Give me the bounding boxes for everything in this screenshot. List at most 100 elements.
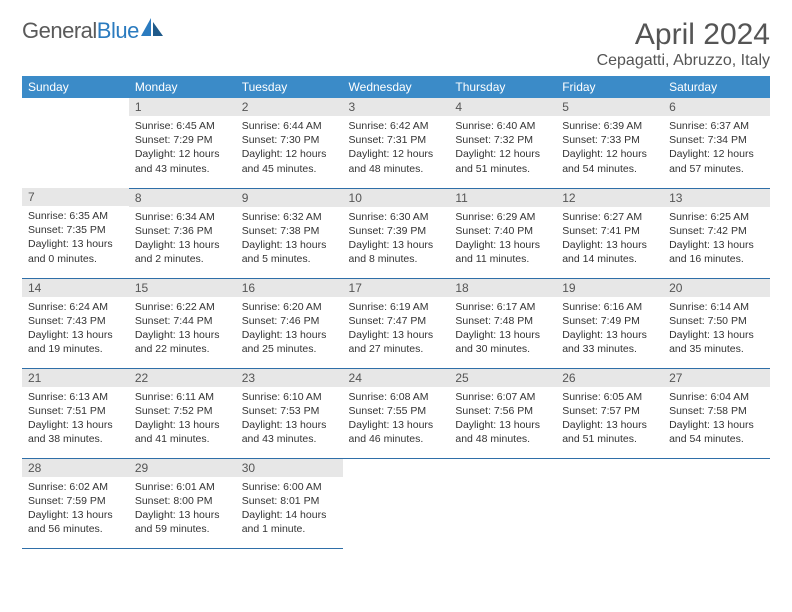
dow-header: Friday (556, 76, 663, 98)
day-number: 21 (22, 369, 129, 387)
day-number: 1 (129, 98, 236, 116)
day-number: 15 (129, 279, 236, 297)
day-details: Sunrise: 6:25 AMSunset: 7:42 PMDaylight:… (663, 207, 770, 271)
day-cell: 25Sunrise: 6:07 AMSunset: 7:56 PMDayligh… (449, 368, 556, 458)
day-number: 17 (343, 279, 450, 297)
day-details: Sunrise: 6:30 AMSunset: 7:39 PMDaylight:… (343, 207, 450, 271)
day-number: 2 (236, 98, 343, 116)
day-number: 18 (449, 279, 556, 297)
sail-icon (139, 16, 165, 43)
day-cell: 8Sunrise: 6:34 AMSunset: 7:36 PMDaylight… (129, 188, 236, 278)
location: Cepagatti, Abruzzo, Italy (597, 52, 770, 70)
calendar-body: 1Sunrise: 6:45 AMSunset: 7:29 PMDaylight… (22, 98, 770, 548)
day-cell: 16Sunrise: 6:20 AMSunset: 7:46 PMDayligh… (236, 278, 343, 368)
day-cell: 6Sunrise: 6:37 AMSunset: 7:34 PMDaylight… (663, 98, 770, 188)
day-details: Sunrise: 6:08 AMSunset: 7:55 PMDaylight:… (343, 387, 450, 451)
day-cell: 18Sunrise: 6:17 AMSunset: 7:48 PMDayligh… (449, 278, 556, 368)
day-details: Sunrise: 6:02 AMSunset: 7:59 PMDaylight:… (22, 477, 129, 541)
day-number: 25 (449, 369, 556, 387)
day-number: 19 (556, 279, 663, 297)
day-number: 22 (129, 369, 236, 387)
dow-header: Thursday (449, 76, 556, 98)
day-details: Sunrise: 6:32 AMSunset: 7:38 PMDaylight:… (236, 207, 343, 271)
day-cell: 26Sunrise: 6:05 AMSunset: 7:57 PMDayligh… (556, 368, 663, 458)
day-details: Sunrise: 6:01 AMSunset: 8:00 PMDaylight:… (129, 477, 236, 541)
day-details: Sunrise: 6:04 AMSunset: 7:58 PMDaylight:… (663, 387, 770, 451)
day-cell: 21Sunrise: 6:13 AMSunset: 7:51 PMDayligh… (22, 368, 129, 458)
day-details: Sunrise: 6:13 AMSunset: 7:51 PMDaylight:… (22, 387, 129, 451)
day-details: Sunrise: 6:39 AMSunset: 7:33 PMDaylight:… (556, 116, 663, 180)
day-number: 9 (236, 189, 343, 207)
day-cell: 22Sunrise: 6:11 AMSunset: 7:52 PMDayligh… (129, 368, 236, 458)
logo-part2: Blue (97, 18, 139, 43)
day-details: Sunrise: 6:22 AMSunset: 7:44 PMDaylight:… (129, 297, 236, 361)
dow-row: SundayMondayTuesdayWednesdayThursdayFrid… (22, 76, 770, 98)
day-details: Sunrise: 6:00 AMSunset: 8:01 PMDaylight:… (236, 477, 343, 541)
day-number: 7 (22, 188, 129, 206)
day-cell: 20Sunrise: 6:14 AMSunset: 7:50 PMDayligh… (663, 278, 770, 368)
day-number: 4 (449, 98, 556, 116)
day-number: 6 (663, 98, 770, 116)
day-number: 5 (556, 98, 663, 116)
dow-header: Monday (129, 76, 236, 98)
day-cell: 28Sunrise: 6:02 AMSunset: 7:59 PMDayligh… (22, 458, 129, 548)
day-number: 26 (556, 369, 663, 387)
day-details: Sunrise: 6:44 AMSunset: 7:30 PMDaylight:… (236, 116, 343, 180)
day-cell: 11Sunrise: 6:29 AMSunset: 7:40 PMDayligh… (449, 188, 556, 278)
day-cell: 4Sunrise: 6:40 AMSunset: 7:32 PMDaylight… (449, 98, 556, 188)
day-details: Sunrise: 6:27 AMSunset: 7:41 PMDaylight:… (556, 207, 663, 271)
day-cell: 7Sunrise: 6:35 AMSunset: 7:35 PMDaylight… (22, 188, 129, 278)
day-number: 11 (449, 189, 556, 207)
week-row: 7Sunrise: 6:35 AMSunset: 7:35 PMDaylight… (22, 188, 770, 278)
day-cell: 29Sunrise: 6:01 AMSunset: 8:00 PMDayligh… (129, 458, 236, 548)
day-details: Sunrise: 6:45 AMSunset: 7:29 PMDaylight:… (129, 116, 236, 180)
day-cell: 12Sunrise: 6:27 AMSunset: 7:41 PMDayligh… (556, 188, 663, 278)
day-cell: 10Sunrise: 6:30 AMSunset: 7:39 PMDayligh… (343, 188, 450, 278)
day-cell: 24Sunrise: 6:08 AMSunset: 7:55 PMDayligh… (343, 368, 450, 458)
day-details: Sunrise: 6:10 AMSunset: 7:53 PMDaylight:… (236, 387, 343, 451)
day-number: 27 (663, 369, 770, 387)
dow-header: Saturday (663, 76, 770, 98)
day-cell: 19Sunrise: 6:16 AMSunset: 7:49 PMDayligh… (556, 278, 663, 368)
day-details: Sunrise: 6:42 AMSunset: 7:31 PMDaylight:… (343, 116, 450, 180)
logo-text: GeneralBlue (22, 18, 139, 44)
day-details: Sunrise: 6:20 AMSunset: 7:46 PMDaylight:… (236, 297, 343, 361)
day-cell: 13Sunrise: 6:25 AMSunset: 7:42 PMDayligh… (663, 188, 770, 278)
day-number: 16 (236, 279, 343, 297)
day-cell: 27Sunrise: 6:04 AMSunset: 7:58 PMDayligh… (663, 368, 770, 458)
day-details: Sunrise: 6:16 AMSunset: 7:49 PMDaylight:… (556, 297, 663, 361)
day-number: 24 (343, 369, 450, 387)
day-cell (343, 458, 450, 548)
day-number: 10 (343, 189, 450, 207)
calendar-table: SundayMondayTuesdayWednesdayThursdayFrid… (22, 76, 770, 549)
dow-header: Tuesday (236, 76, 343, 98)
day-cell: 9Sunrise: 6:32 AMSunset: 7:38 PMDaylight… (236, 188, 343, 278)
day-details: Sunrise: 6:07 AMSunset: 7:56 PMDaylight:… (449, 387, 556, 451)
day-details: Sunrise: 6:29 AMSunset: 7:40 PMDaylight:… (449, 207, 556, 271)
day-details: Sunrise: 6:19 AMSunset: 7:47 PMDaylight:… (343, 297, 450, 361)
header: GeneralBlue April 2024 Cepagatti, Abruzz… (22, 18, 770, 70)
dow-header: Sunday (22, 76, 129, 98)
day-number: 12 (556, 189, 663, 207)
day-details: Sunrise: 6:05 AMSunset: 7:57 PMDaylight:… (556, 387, 663, 451)
day-cell (22, 98, 129, 188)
day-number: 20 (663, 279, 770, 297)
day-number: 29 (129, 459, 236, 477)
day-cell: 15Sunrise: 6:22 AMSunset: 7:44 PMDayligh… (129, 278, 236, 368)
day-cell: 2Sunrise: 6:44 AMSunset: 7:30 PMDaylight… (236, 98, 343, 188)
day-cell (449, 458, 556, 548)
day-details: Sunrise: 6:17 AMSunset: 7:48 PMDaylight:… (449, 297, 556, 361)
day-details: Sunrise: 6:35 AMSunset: 7:35 PMDaylight:… (22, 206, 129, 270)
day-cell: 3Sunrise: 6:42 AMSunset: 7:31 PMDaylight… (343, 98, 450, 188)
day-details: Sunrise: 6:34 AMSunset: 7:36 PMDaylight:… (129, 207, 236, 271)
logo-part1: General (22, 18, 97, 43)
day-number: 13 (663, 189, 770, 207)
day-cell: 23Sunrise: 6:10 AMSunset: 7:53 PMDayligh… (236, 368, 343, 458)
day-cell: 14Sunrise: 6:24 AMSunset: 7:43 PMDayligh… (22, 278, 129, 368)
title-block: April 2024 Cepagatti, Abruzzo, Italy (597, 18, 770, 70)
week-row: 14Sunrise: 6:24 AMSunset: 7:43 PMDayligh… (22, 278, 770, 368)
week-row: 1Sunrise: 6:45 AMSunset: 7:29 PMDaylight… (22, 98, 770, 188)
week-row: 21Sunrise: 6:13 AMSunset: 7:51 PMDayligh… (22, 368, 770, 458)
day-details: Sunrise: 6:11 AMSunset: 7:52 PMDaylight:… (129, 387, 236, 451)
week-row: 28Sunrise: 6:02 AMSunset: 7:59 PMDayligh… (22, 458, 770, 548)
